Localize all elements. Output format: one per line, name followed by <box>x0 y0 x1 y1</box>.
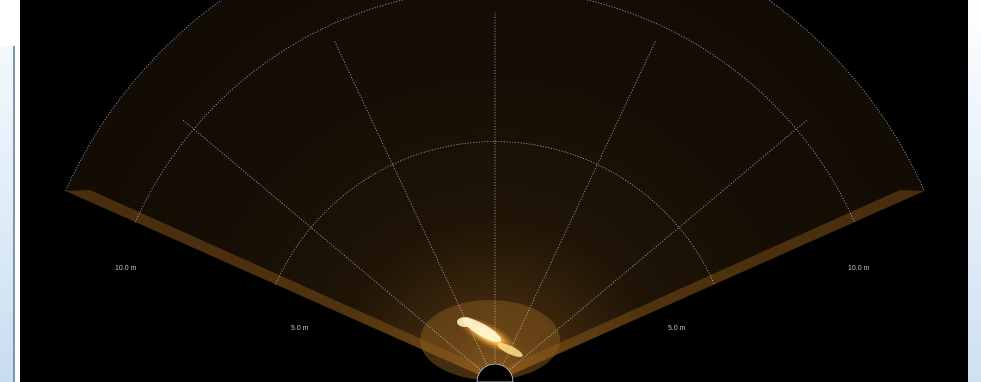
left-panel-edge <box>13 46 15 382</box>
range-label-inner-left: 5.0 m <box>291 325 309 332</box>
bearing-grid <box>182 12 808 382</box>
range-arc-outer <box>65 0 925 192</box>
range-label-inner-right: 5.0 m <box>668 325 686 332</box>
fan-edge-left-band <box>65 190 495 382</box>
transducer-origin <box>476 363 514 382</box>
bearing-line-1 <box>182 119 496 382</box>
bearing-line-5 <box>494 119 808 382</box>
fan-edge-right-band <box>495 190 925 382</box>
left-panel-strip <box>0 0 20 382</box>
target-echo-tail <box>497 343 523 357</box>
left-panel-gradient <box>0 46 13 382</box>
right-panel-strip <box>968 0 981 382</box>
sonar-fan-svg: 10.0 m 5.0 m 5.0 m 10.0 m <box>65 0 925 382</box>
sonar-display[interactable]: 10.0 m 5.0 m 5.0 m 10.0 m <box>20 0 968 382</box>
range-grid <box>65 0 925 285</box>
range-label-outer-right: 10.0 m <box>848 265 870 272</box>
range-label-outer-left: 10.0 m <box>115 265 137 272</box>
target-echo-head <box>457 317 473 327</box>
